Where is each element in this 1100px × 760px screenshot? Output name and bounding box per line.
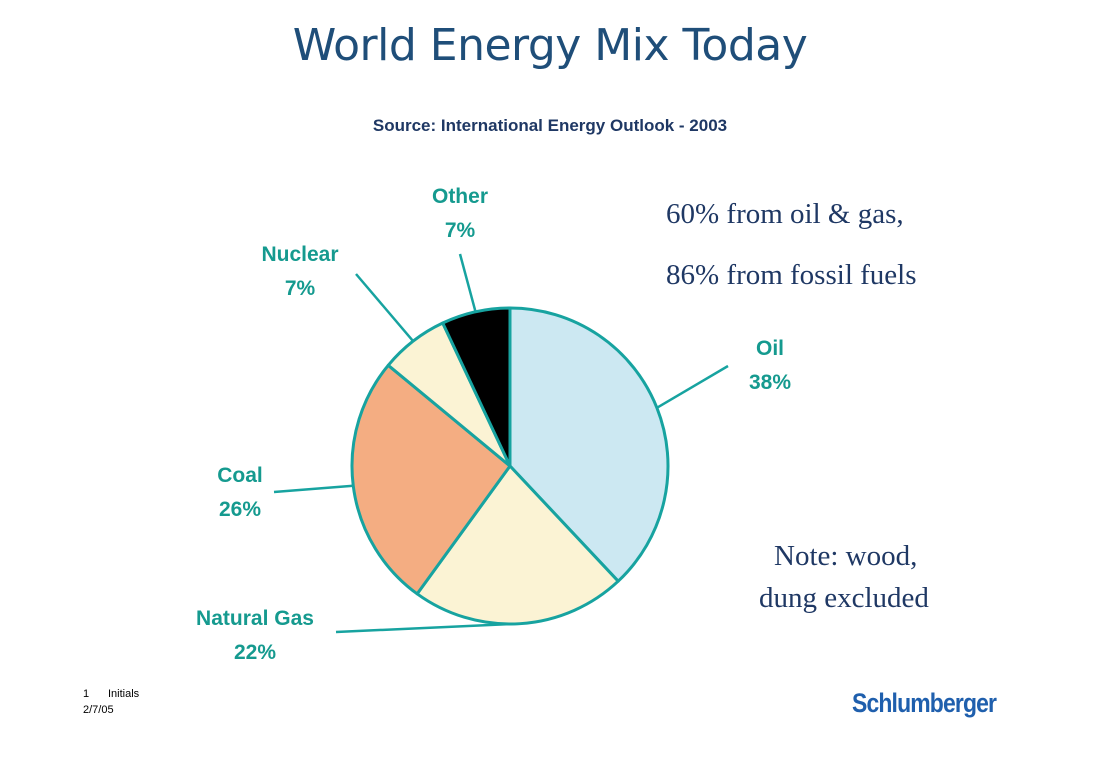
leader-line-coal [273, 484, 354, 494]
label-nuclear: Nuclear 7% [245, 238, 355, 306]
leader-lines [273, 253, 729, 634]
label-oil: Oil 38% [730, 332, 810, 400]
label-natural-gas: Natural Gas 22% [180, 602, 330, 670]
label-oil-value: 38% [748, 371, 792, 394]
pie-slice-coal [350, 363, 512, 596]
label-nuclear-value: 7% [284, 277, 316, 300]
schlumberger-logo: Schlumberger [852, 688, 997, 718]
pie-slices [350, 306, 670, 626]
page-title: World Energy Mix Today [292, 20, 808, 71]
note-dung: dung excluded [759, 582, 929, 614]
label-coal-name: Coal [217, 464, 263, 487]
leader-line-other [458, 253, 477, 313]
initials-label: Initials [108, 688, 140, 700]
leader-line-oil [656, 364, 729, 409]
label-coal: Coal 26% [200, 459, 280, 527]
leader-line-natural-gas [335, 622, 520, 634]
pie-slice-oil [508, 306, 670, 583]
label-other-value: 7% [444, 219, 476, 242]
pie-slice-other [441, 306, 512, 468]
label-nuclear-name: Nuclear [261, 243, 339, 266]
date-label: 2/7/05 [83, 704, 114, 716]
chart-subtitle: Source: International Energy Outlook - 2… [372, 116, 728, 135]
note-wood: Note: wood, [774, 540, 918, 572]
note-fossil-fuels: 86% from fossil fuels [666, 259, 917, 291]
label-natural-gas-name: Natural Gas [196, 607, 314, 630]
label-natural-gas-value: 22% [233, 641, 277, 664]
label-other-name: Other [431, 185, 488, 208]
label-oil-name: Oil [755, 337, 784, 360]
leader-line-nuclear [355, 273, 415, 342]
label-coal-value: 26% [218, 498, 262, 521]
note-oil-gas: 60% from oil & gas, [666, 198, 904, 230]
page-number: 1 [83, 688, 90, 700]
label-other: Other 7% [420, 180, 500, 248]
